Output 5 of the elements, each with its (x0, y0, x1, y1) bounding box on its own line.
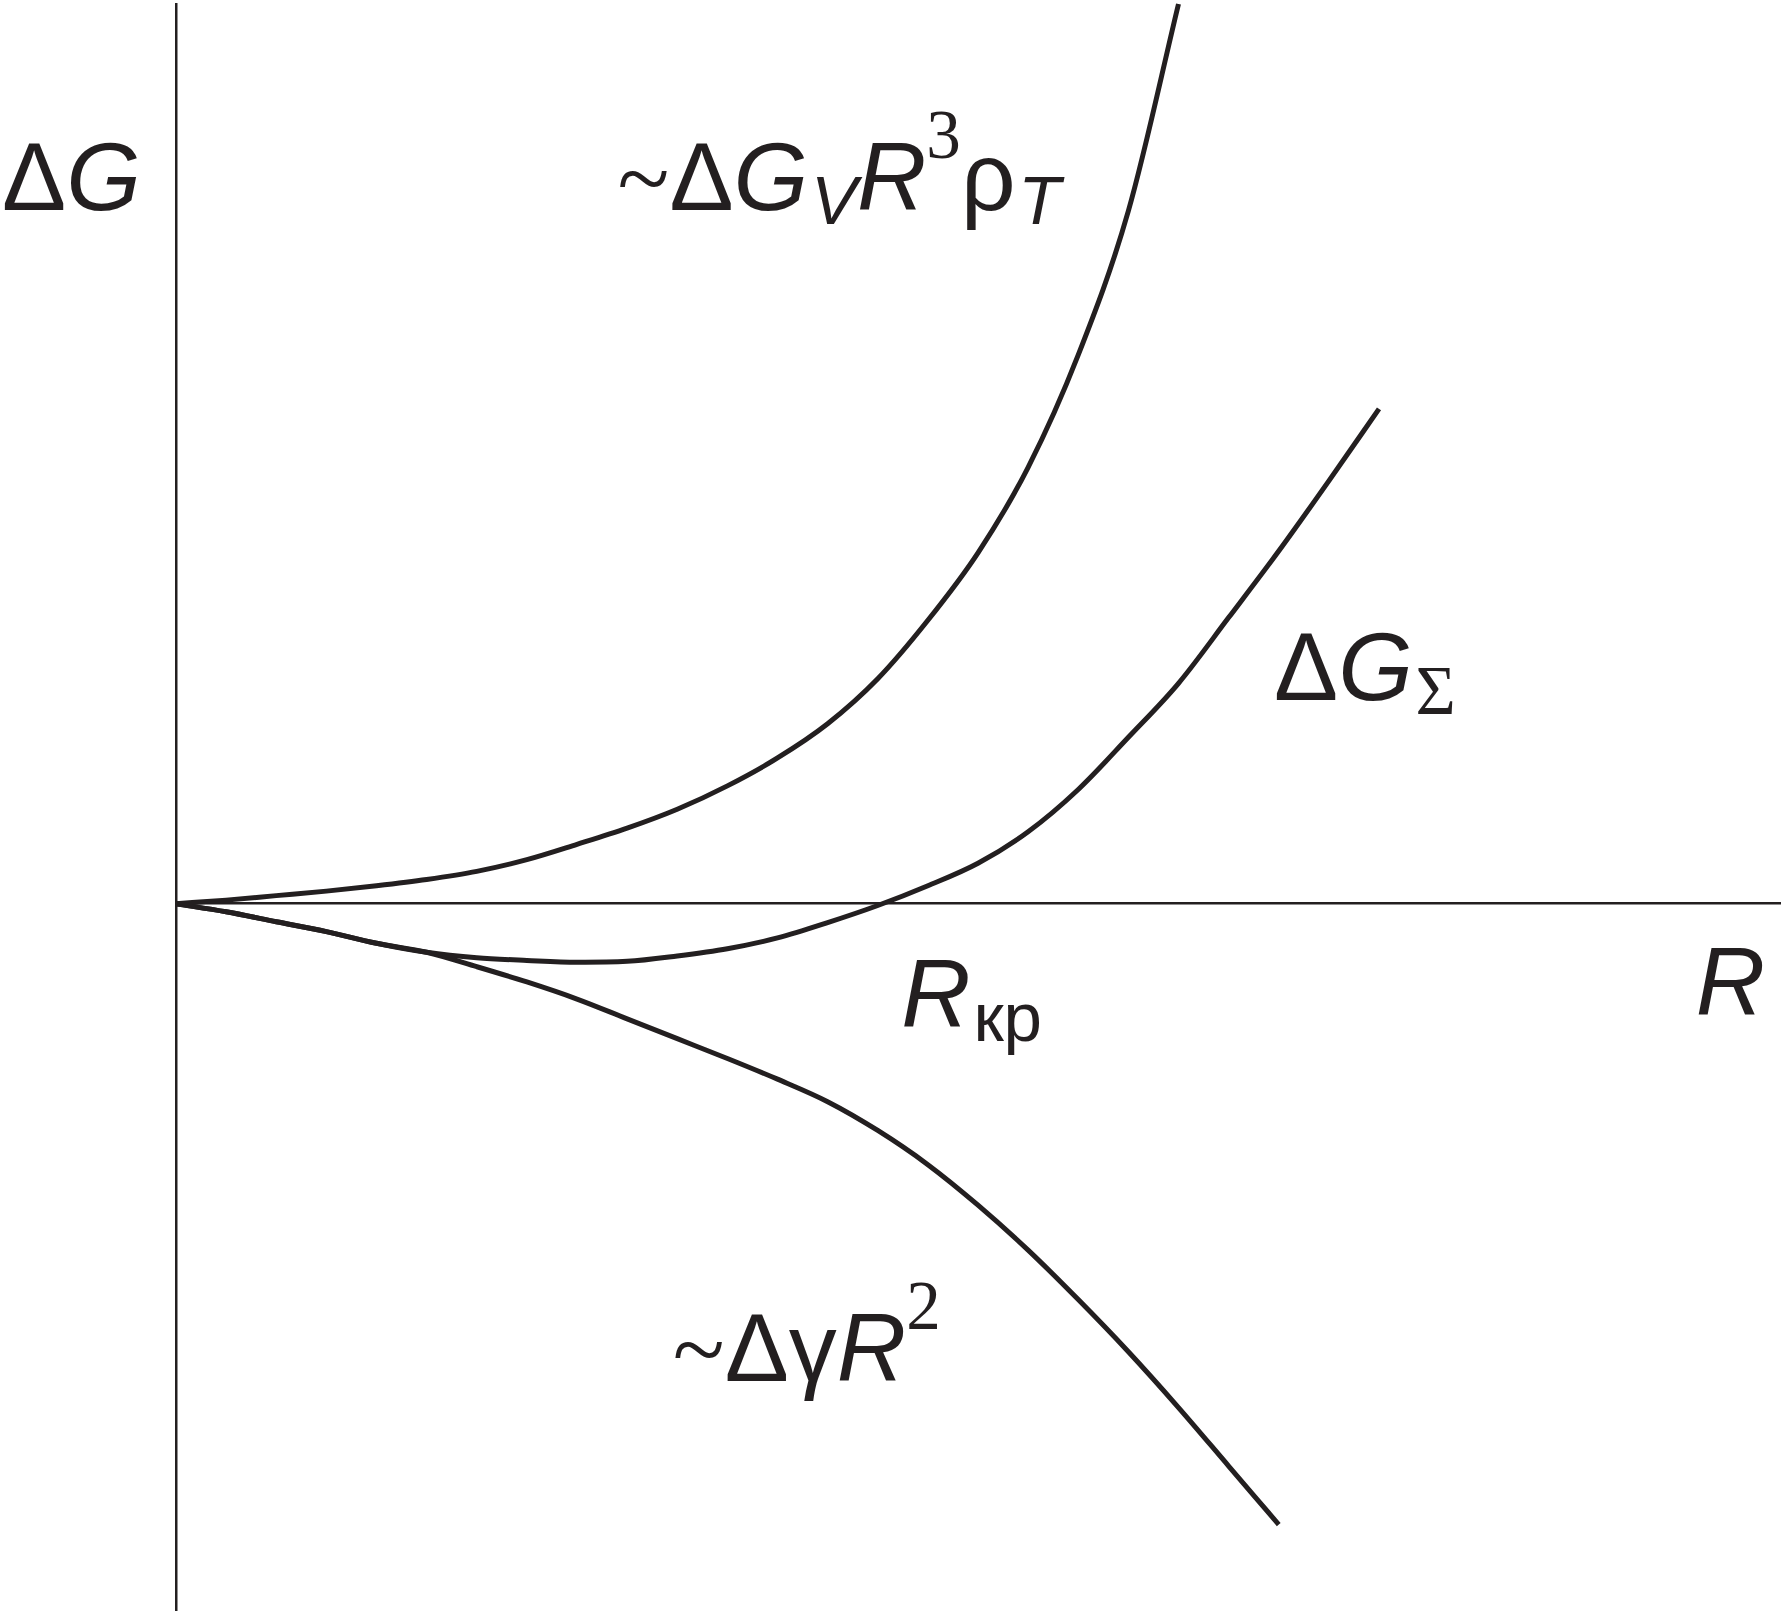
annotation: R$_{кр}$ (901, 939, 1043, 1056)
y-axis-title: ΔG (2, 123, 141, 230)
series-label: ΔG$_{Σ}$ (1274, 612, 1456, 729)
x-axis-title: R (1695, 927, 1765, 1035)
series-label: ~ΔγR$^{2}$ (672, 1266, 941, 1402)
